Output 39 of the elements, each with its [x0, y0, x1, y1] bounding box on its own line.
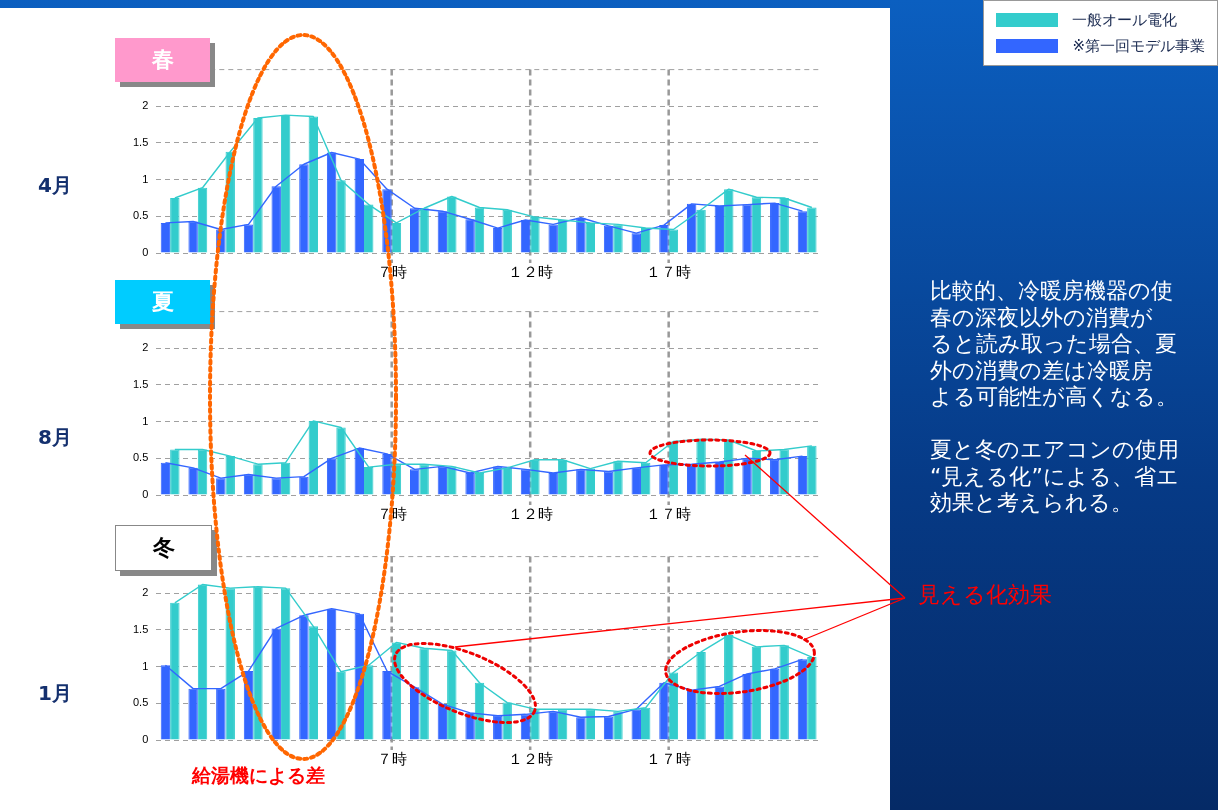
- text: 8月: [38, 424, 72, 451]
- x-tick-label: １２時: [507, 263, 553, 281]
- x-tick-label: ７時: [376, 505, 407, 523]
- text: 4月: [38, 172, 72, 199]
- text: “見える化”による、省エ: [930, 463, 1179, 490]
- text: 夏と冬のエアコンの使用: [930, 437, 1179, 464]
- text: 給湯機による差: [192, 764, 325, 787]
- y-tick-label: 2: [142, 99, 149, 112]
- text: 比較的、冷暖房機器の使: [930, 278, 1173, 305]
- text: 効果と考えられる。: [930, 490, 1133, 517]
- x-tick-label: ７時: [376, 750, 407, 768]
- x-tick-label: １２時: [507, 505, 553, 523]
- x-tick-label: １２時: [507, 750, 553, 768]
- x-tick-label: １７時: [646, 750, 692, 768]
- text: 見える化効果: [918, 582, 1052, 609]
- y-tick-label: 2: [142, 586, 149, 599]
- y-tick-label: 0: [142, 733, 149, 746]
- y-tick-label: 1.5: [132, 135, 149, 148]
- y-tick-label: 1: [142, 172, 149, 185]
- y-tick-label: 1: [142, 414, 149, 427]
- text: 春の深夜以外の消費が: [930, 304, 1153, 331]
- y-tick-label: 0.5: [132, 209, 149, 222]
- y-tick-label: 0.5: [132, 451, 149, 464]
- text: よる可能性が高くなる。: [930, 384, 1178, 411]
- legend-label: ※第一回モデル事業: [1072, 36, 1205, 56]
- text: ると読み取った場合、夏: [930, 331, 1177, 358]
- x-tick-label: １７時: [646, 505, 692, 523]
- y-tick-label: 1.5: [132, 377, 149, 390]
- y-tick-label: 0: [142, 246, 149, 259]
- legend-label: 一般オール電化: [1072, 10, 1178, 30]
- y-tick-label: 0.5: [132, 696, 149, 709]
- text: 外の消費の差は冷暖房: [930, 357, 1153, 384]
- y-tick-label: 1.5: [132, 622, 149, 635]
- y-tick-label: 2: [142, 341, 149, 354]
- x-tick-label: １７時: [646, 263, 692, 281]
- x-tick-label: ７時: [376, 263, 407, 281]
- text: 1月: [38, 680, 72, 707]
- y-tick-label: 0: [142, 488, 149, 501]
- y-tick-label: 1: [142, 659, 149, 672]
